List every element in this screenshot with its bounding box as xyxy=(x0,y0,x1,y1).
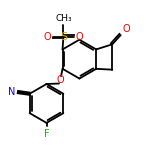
Text: O: O xyxy=(44,32,51,42)
Text: S: S xyxy=(60,32,67,42)
Text: O: O xyxy=(76,32,83,42)
Text: F: F xyxy=(44,129,49,139)
Text: O: O xyxy=(56,75,64,85)
Text: N: N xyxy=(9,87,16,97)
Text: O: O xyxy=(122,24,130,34)
Text: CH₃: CH₃ xyxy=(55,14,72,23)
